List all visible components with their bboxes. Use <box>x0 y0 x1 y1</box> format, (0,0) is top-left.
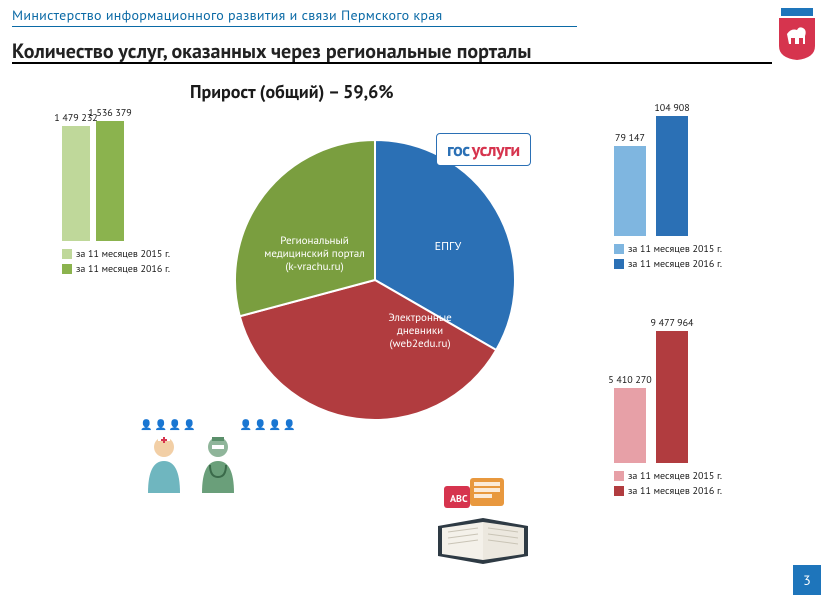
legend-swatch <box>614 471 624 481</box>
legend-swatch <box>62 249 72 259</box>
page-number: 3 <box>793 565 821 595</box>
ministry-label: Министерство информационного развития и … <box>12 6 443 24</box>
bar-chart-med-portal: 1 479 2321 536 379за 11 месяцев 2015 г.з… <box>62 105 170 277</box>
legend-text: за 11 месяцев 2016 г. <box>628 257 722 270</box>
perm-emblem-icon <box>775 8 819 60</box>
legend-item: за 11 месяцев 2015 г. <box>614 469 722 482</box>
gosuslugi-logo: госуслуги <box>436 133 531 166</box>
gosuslugi-part1: гос <box>447 138 470 161</box>
legend-item: за 11 месяцев 2016 г. <box>62 262 170 275</box>
bar: 5 410 270 <box>614 388 646 463</box>
page-subtitle: Прирост (общий) – 59,6% <box>190 80 393 103</box>
divider-thick <box>12 62 772 64</box>
legend-swatch <box>614 259 624 269</box>
divider-thin <box>12 26 577 27</box>
bar-value-label: 1 536 379 <box>88 106 132 119</box>
legend-text: за 11 месяцев 2016 г. <box>628 484 722 497</box>
svg-text:ABC: ABC <box>450 492 468 505</box>
bar: 1 536 379 <box>96 121 124 241</box>
bar-chart-epgu: 79 147 104 908 за 11 месяцев 2015 г. за 11 … <box>614 100 722 272</box>
legend-item: за 11 месяцев 2016 г. <box>614 257 722 270</box>
legend-item: за 11 месяцев 2016 г. <box>614 484 722 497</box>
legend-swatch <box>614 486 624 496</box>
medical-illustration-icon: 👤👤👤👤 👤👤👤👤 <box>140 418 298 498</box>
bar-value-label: 5 410 270 <box>608 373 652 386</box>
legend-item: за 11 месяцев 2015 г. <box>614 242 722 255</box>
legend-swatch <box>614 244 624 254</box>
pie-label-med: Региональный медицинский портал (k-vrach… <box>247 235 382 275</box>
bar-value-label: 79 147 <box>615 131 645 144</box>
bar-chart-dnevniki: 5 410 270 9 477 964 за 11 месяцев 2015 г. з… <box>614 315 722 499</box>
legend-text: за 11 месяцев 2016 г. <box>76 262 170 275</box>
legend-text: за 11 месяцев 2015 г. <box>628 469 722 482</box>
pie-label-epgu: ЕПГУ <box>413 240 483 254</box>
legend-item: за 11 месяцев 2015 г. <box>62 247 170 260</box>
bar: 79 147 <box>614 146 646 236</box>
legend-text: за 11 месяцев 2015 г. <box>628 242 722 255</box>
bar: 9 477 964 <box>656 331 688 463</box>
page-title: Количество услуг, оказанных через регион… <box>12 38 531 64</box>
legend-swatch <box>62 264 72 274</box>
book-illustration-icon: ABC <box>428 478 538 573</box>
legend-text: за 11 месяцев 2015 г. <box>76 247 170 260</box>
bar-value-label: 104 908 <box>654 101 689 114</box>
bar: 104 908 <box>656 116 688 236</box>
pie-chart: ЕПГУ Электронные дневники (web2edu.ru) Р… <box>235 140 515 420</box>
pie-label-dnevniki: Электронные дневники (web2edu.ru) <box>350 312 490 352</box>
bar-value-label: 9 477 964 <box>651 316 694 329</box>
bar: 1 479 232 <box>62 126 90 241</box>
gosuslugi-part2: услуги <box>472 138 520 161</box>
